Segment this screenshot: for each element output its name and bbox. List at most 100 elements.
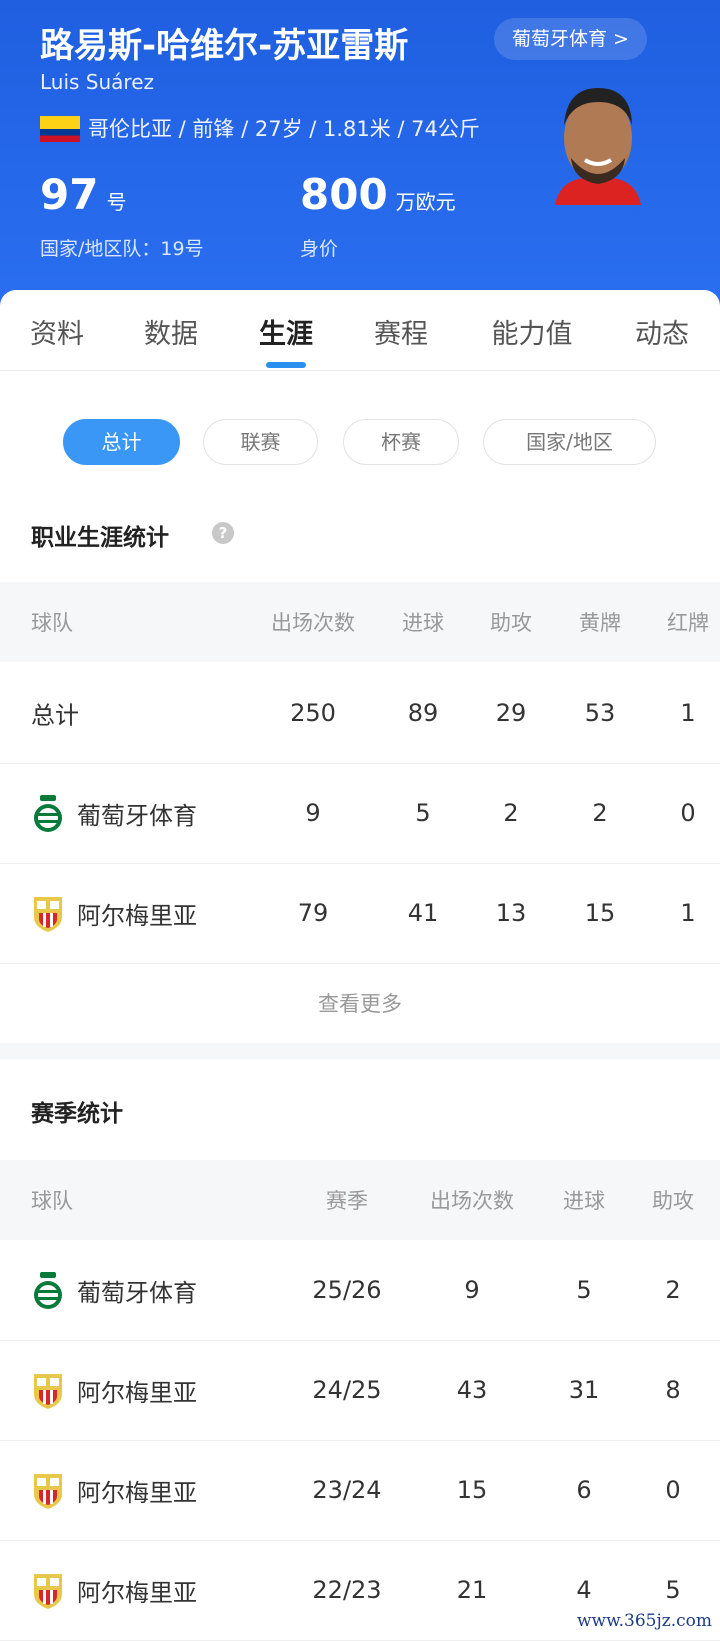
career-title: 职业生涯统计	[31, 525, 169, 551]
tab-data[interactable]: 数据	[144, 319, 198, 350]
column-header: 红牌	[667, 611, 709, 635]
almeria-badge-icon	[34, 897, 62, 932]
table-cell: 29	[495, 699, 527, 727]
player-info: 哥伦比亚 / 前锋 / 27岁 / 1.81米 / 74公斤	[88, 117, 480, 141]
team-cell[interactable]: 阿尔梅里亚	[31, 1470, 197, 1510]
player-avatar	[555, 88, 641, 205]
column-header: 进球	[563, 1189, 605, 1213]
column-header: 球队	[31, 1189, 73, 1213]
tab-info[interactable]: 资料	[30, 319, 84, 350]
row-divider	[0, 963, 720, 964]
table-cell: 4	[576, 1576, 592, 1604]
player-name: 路易斯-哈维尔-苏亚雷斯	[40, 26, 409, 66]
view-more-link[interactable]: 查看更多	[318, 992, 402, 1016]
watermark: www.365jz.com	[577, 1611, 712, 1631]
table-cell: 43	[456, 1376, 488, 1404]
table-cell: 15	[456, 1476, 488, 1504]
team-cell[interactable]: 葡萄牙体育	[31, 793, 197, 833]
table-cell: 15	[584, 899, 616, 927]
table-cell: 22/23	[312, 1576, 382, 1604]
player-name-en: Luis Suárez	[40, 70, 155, 94]
career-table-header	[0, 582, 720, 662]
table-cell: 53	[584, 699, 616, 727]
market-value-group: 800 万欧元	[300, 170, 456, 219]
column-header: 助攻	[652, 1189, 694, 1213]
column-header: 出场次数	[430, 1189, 514, 1213]
tab-ability[interactable]: 能力值	[491, 319, 573, 350]
table-cell: 0	[665, 1476, 681, 1504]
table-cell: 2	[592, 799, 608, 827]
table-cell: 8	[665, 1376, 681, 1404]
filter-total[interactable]: 总计	[63, 419, 180, 465]
filter-league[interactable]: 联赛	[203, 419, 318, 465]
row-divider	[0, 763, 720, 764]
team-cell[interactable]: 阿尔梅里亚	[31, 893, 197, 933]
active-tab-indicator	[266, 362, 306, 368]
column-header: 赛季	[326, 1189, 368, 1213]
table-cell: 9	[305, 799, 321, 827]
tab-schedule[interactable]: 赛程	[374, 319, 428, 350]
table-cell: 5	[576, 1276, 592, 1304]
column-header: 出场次数	[271, 611, 355, 635]
row-divider	[0, 1440, 720, 1441]
season-table-header	[0, 1160, 720, 1240]
table-cell: 6	[576, 1476, 592, 1504]
season-title: 赛季统计	[31, 1101, 123, 1127]
sporting-badge-icon	[34, 795, 62, 832]
table-cell: 1	[680, 899, 696, 927]
row-divider	[0, 1540, 720, 1541]
divider	[0, 370, 720, 371]
table-cell: 5	[415, 799, 431, 827]
section-separator	[0, 1043, 720, 1059]
table-cell: 89	[407, 699, 439, 727]
sporting-badge-icon	[34, 1272, 62, 1309]
table-cell: 23/24	[312, 1476, 382, 1504]
shirt-number-unit: 号	[106, 190, 127, 214]
table-cell: 31	[568, 1376, 600, 1404]
team-name: 阿尔梅里亚	[77, 1378, 197, 1407]
content-card	[0, 290, 720, 1635]
table-cell: 24/25	[312, 1376, 382, 1404]
column-header: 球队	[31, 611, 73, 635]
table-cell: 2	[665, 1276, 681, 1304]
team-name: 葡萄牙体育	[77, 1278, 197, 1307]
almeria-badge-icon	[34, 1574, 62, 1609]
table-cell: 41	[407, 899, 439, 927]
player-header: 路易斯-哈维尔-苏亚雷斯 葡萄牙体育 > Luis Suárez 哥伦比亚 / …	[0, 0, 720, 310]
market-value: 800	[300, 170, 388, 219]
team-cell[interactable]: 总计	[31, 696, 79, 731]
table-cell: 1	[680, 699, 696, 727]
tab-career[interactable]: 生涯	[259, 319, 313, 350]
table-cell: 5	[665, 1576, 681, 1604]
market-value-unit: 万欧元	[395, 190, 456, 214]
table-cell: 13	[495, 899, 527, 927]
table-cell: 79	[297, 899, 329, 927]
almeria-badge-icon	[34, 1374, 62, 1409]
team-cell[interactable]: 阿尔梅里亚	[31, 1370, 197, 1410]
team-cell[interactable]: 葡萄牙体育	[31, 1270, 197, 1310]
column-header: 黄牌	[579, 611, 621, 635]
shirt-number: 97	[40, 170, 99, 219]
national-number: 国家/地区队：19号	[40, 238, 204, 260]
table-cell: 0	[680, 799, 696, 827]
filter-national[interactable]: 国家/地区	[483, 419, 656, 465]
table-cell: 2	[503, 799, 519, 827]
tab-news[interactable]: 动态	[635, 319, 689, 350]
row-divider	[0, 1340, 720, 1341]
team-cell[interactable]: 阿尔梅里亚	[31, 1570, 197, 1610]
row-divider	[0, 863, 720, 864]
team-name: 阿尔梅里亚	[77, 901, 197, 930]
table-cell: 25/26	[312, 1276, 382, 1304]
team-name: 总计	[31, 701, 79, 730]
table-cell: 9	[464, 1276, 480, 1304]
shirt-number-group: 97 号	[40, 170, 126, 219]
table-cell: 21	[456, 1576, 488, 1604]
filter-cup[interactable]: 杯赛	[343, 419, 459, 465]
club-button[interactable]: 葡萄牙体育 >	[494, 18, 647, 60]
market-value-label: 身价	[300, 238, 339, 260]
team-name: 阿尔梅里亚	[77, 1478, 197, 1507]
column-header: 进球	[402, 611, 444, 635]
table-cell: 250	[290, 699, 336, 727]
team-name: 葡萄牙体育	[77, 801, 197, 830]
help-icon[interactable]: ?	[212, 522, 234, 544]
